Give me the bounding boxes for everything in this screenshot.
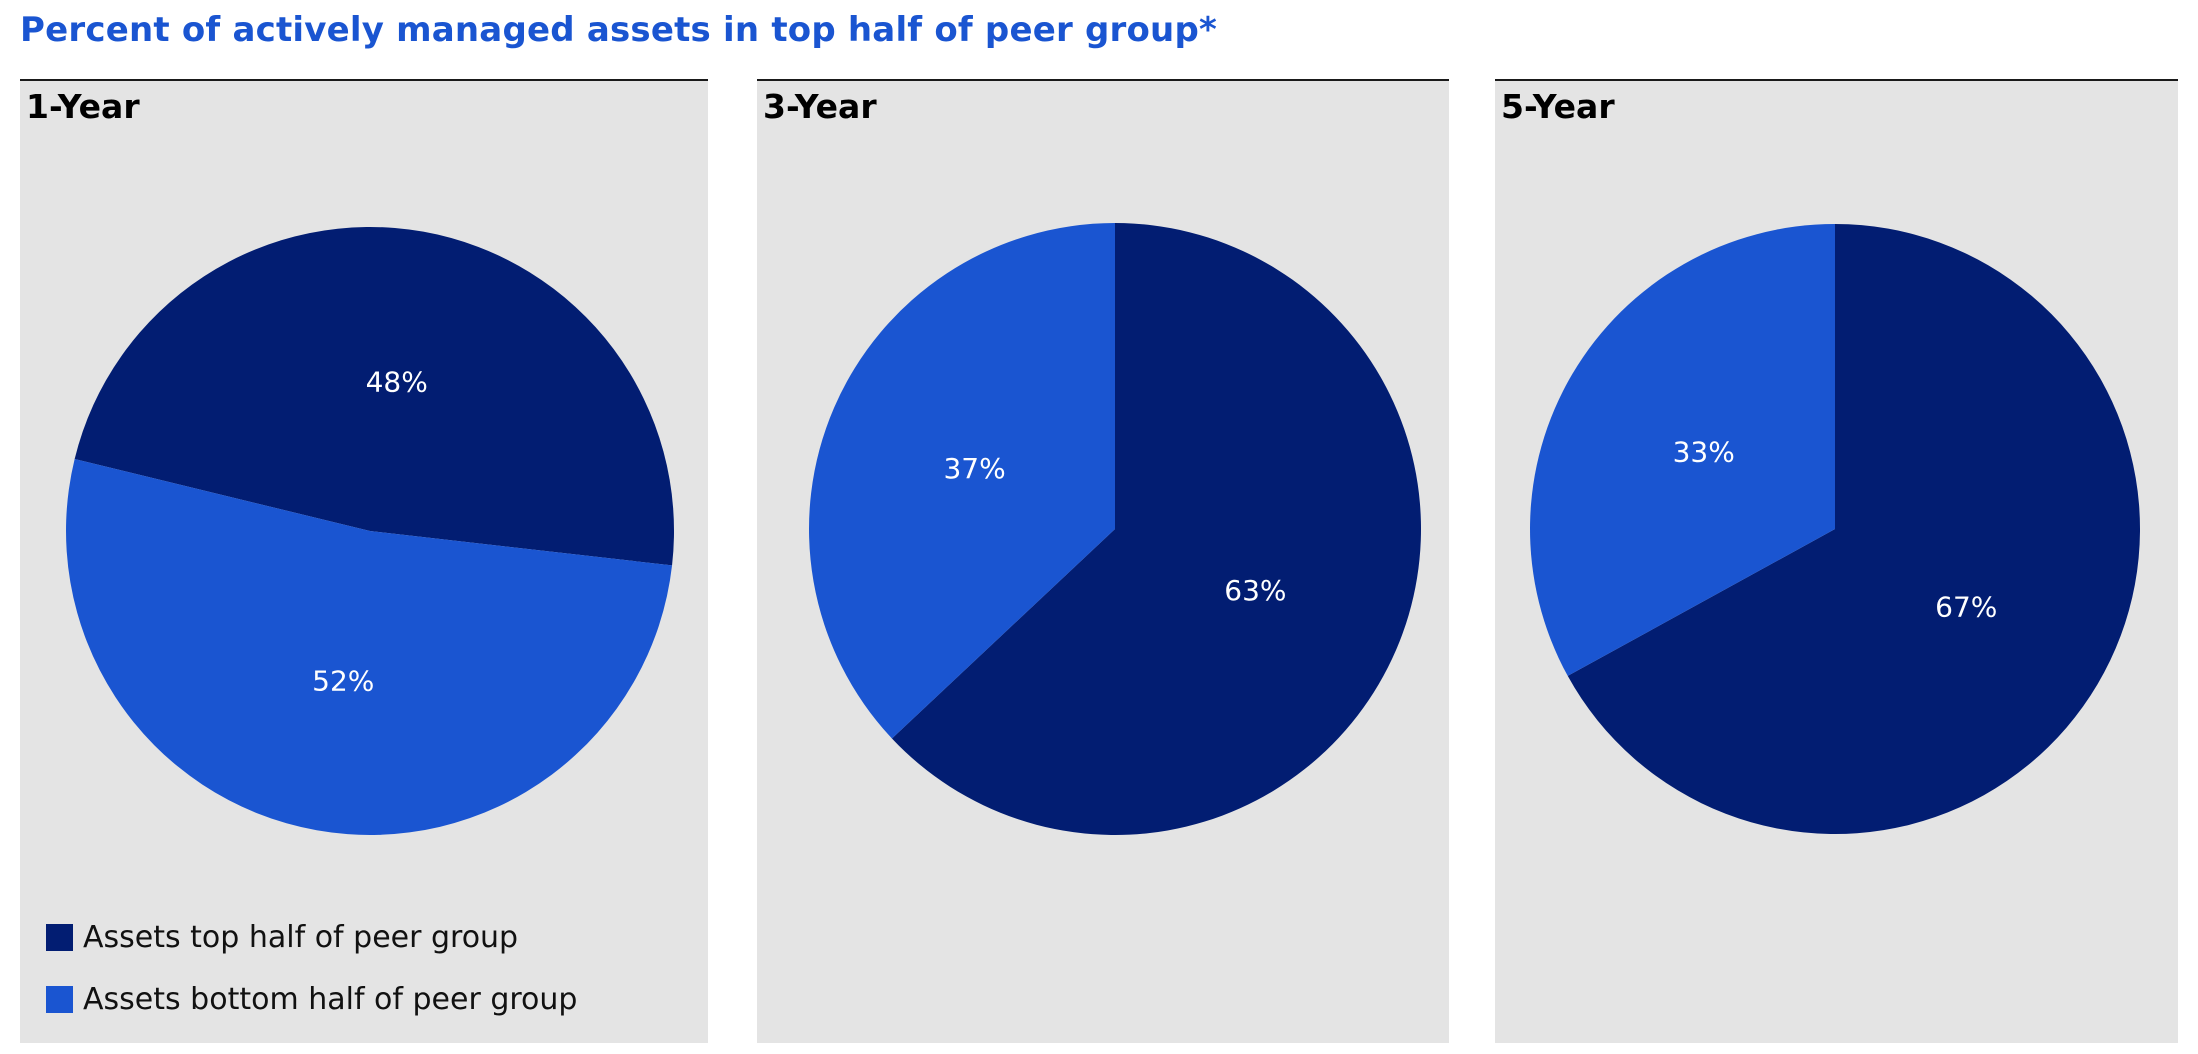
page-title: Percent of actively managed assets in to… bbox=[20, 10, 1217, 50]
slice-label: 37% bbox=[943, 452, 1005, 485]
panel-title: 5-Year bbox=[1501, 87, 1615, 126]
panel-5-year: 5-Year 67% 33% bbox=[1495, 79, 2178, 1043]
panel-title: 1-Year bbox=[26, 87, 140, 126]
legend-swatch-top-half bbox=[46, 924, 73, 951]
slice-label: 48% bbox=[366, 365, 428, 398]
pie-slice-top-half bbox=[74, 226, 675, 566]
pie-chart-1-year: 48% 52% bbox=[66, 226, 675, 835]
panel-1-year: 1-Year 48% 52% Assets top half of peer gr… bbox=[20, 79, 708, 1043]
panel-title: 3-Year bbox=[763, 87, 877, 126]
pie-slice-bottom-half bbox=[66, 459, 673, 835]
slice-label: 63% bbox=[1224, 574, 1286, 607]
pie-slice-top-half bbox=[1567, 224, 2141, 834]
legend-label: Assets bottom half of peer group bbox=[83, 982, 578, 1017]
legend-label: Assets top half of peer group bbox=[83, 920, 519, 955]
pie-chart-5-year: 67% 33% bbox=[1530, 224, 2141, 834]
pie-slice-bottom-half bbox=[809, 223, 1115, 739]
pie-chart-3-year: 63% 37% bbox=[809, 223, 1422, 836]
slice-label: 52% bbox=[312, 665, 374, 698]
panel-3-year: 3-Year 63% 37% bbox=[757, 79, 1449, 1043]
slice-label: 67% bbox=[1935, 591, 1997, 624]
slice-label: 33% bbox=[1673, 435, 1735, 468]
pie-slice-top-half bbox=[891, 223, 1422, 836]
legend-swatch-bottom-half bbox=[46, 986, 73, 1013]
pie-slice-bottom-half bbox=[1530, 224, 1835, 676]
